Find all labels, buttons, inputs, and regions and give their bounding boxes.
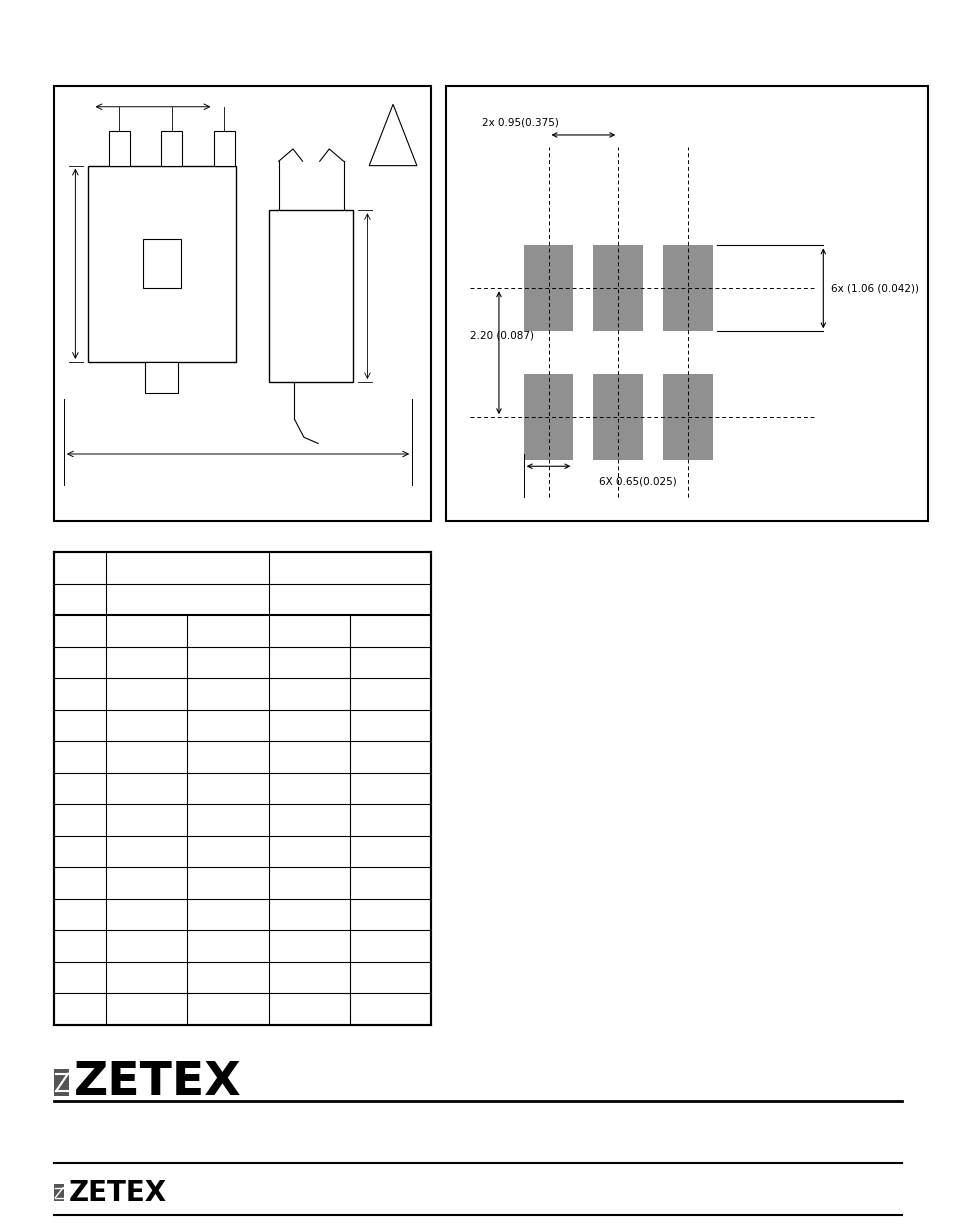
- Bar: [145, 362, 178, 393]
- Bar: [88, 166, 235, 362]
- Bar: [54, 552, 431, 1025]
- Bar: [662, 245, 712, 331]
- Text: 2x 0.95(0.375): 2x 0.95(0.375): [481, 118, 558, 128]
- Bar: [143, 239, 181, 288]
- Bar: [523, 245, 573, 331]
- Bar: [593, 245, 642, 331]
- Text: 6x (1.06 (0.042)): 6x (1.06 (0.042)): [830, 283, 918, 293]
- Text: 2.20 (0.087): 2.20 (0.087): [470, 330, 534, 340]
- Bar: [662, 374, 712, 460]
- Text: ZETEX: ZETEX: [69, 1179, 167, 1206]
- Text: ZETEX: ZETEX: [73, 1060, 241, 1104]
- Text: 6X 0.65(0.025): 6X 0.65(0.025): [598, 476, 676, 486]
- Bar: [213, 131, 234, 166]
- Bar: [109, 131, 130, 166]
- Bar: [54, 1069, 69, 1096]
- Bar: [523, 374, 573, 460]
- Bar: [161, 131, 182, 166]
- Bar: [54, 86, 431, 521]
- Bar: [593, 374, 642, 460]
- Bar: [54, 1184, 64, 1201]
- Bar: [269, 210, 353, 382]
- Bar: [446, 86, 927, 521]
